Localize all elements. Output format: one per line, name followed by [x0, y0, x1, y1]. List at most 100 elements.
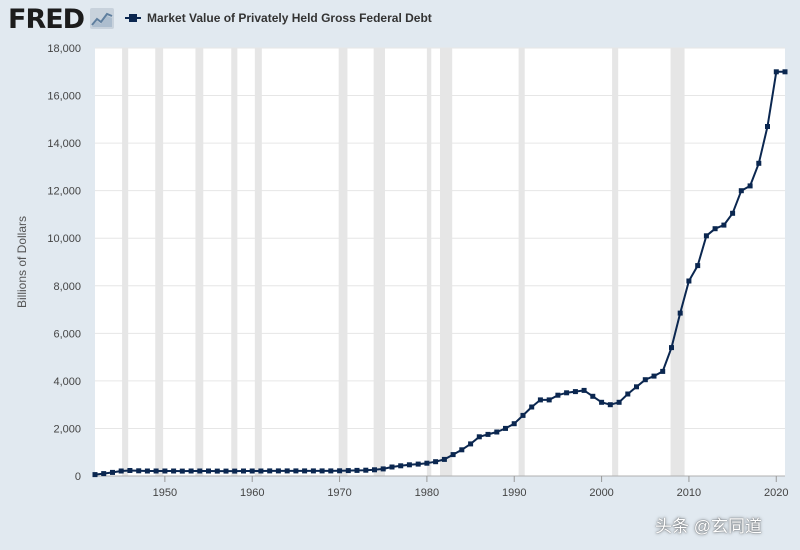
data-point[interactable] [703, 233, 709, 239]
data-point[interactable] [284, 468, 290, 474]
data-point[interactable] [677, 310, 683, 316]
data-point[interactable] [599, 399, 605, 405]
data-point[interactable] [310, 468, 316, 474]
y-axis-ticks: 0 2,000 4,000 6,000 8,000 10,000 12,000 14,000 1… [47, 43, 81, 483]
fred-logo[interactable]: FRED [8, 4, 85, 35]
data-point[interactable] [363, 467, 369, 473]
data-point[interactable] [450, 452, 456, 458]
data-point[interactable] [581, 387, 587, 393]
data-point[interactable] [241, 468, 246, 474]
data-point[interactable] [293, 468, 299, 474]
data-point[interactable] [354, 467, 360, 473]
data-point[interactable] [345, 468, 351, 474]
data-point[interactable] [468, 441, 474, 447]
data-point[interactable] [433, 459, 439, 465]
recession-band [612, 48, 619, 476]
data-point[interactable] [275, 468, 281, 474]
data-point[interactable] [415, 461, 421, 467]
data-point[interactable] [258, 468, 264, 474]
data-point[interactable] [110, 469, 115, 475]
legend-series-label: Market Value of Privately Held Gross Fed… [147, 11, 432, 25]
data-point[interactable] [660, 368, 666, 374]
data-point[interactable] [118, 468, 124, 474]
data-point[interactable] [695, 263, 701, 269]
x-axis-ticks: 1950 1960 1970 1980 1990 2000 2010 2020 [153, 476, 789, 499]
data-point[interactable] [756, 160, 762, 166]
data-point[interactable] [782, 69, 788, 75]
data-point[interactable] [319, 468, 325, 474]
data-point[interactable] [223, 468, 229, 474]
data-point[interactable] [424, 460, 430, 466]
data-point[interactable] [555, 392, 561, 398]
data-point[interactable] [607, 402, 613, 408]
data-point[interactable] [721, 222, 727, 228]
data-point[interactable] [730, 210, 736, 216]
data-point[interactable] [476, 434, 482, 440]
x-tick-label: 1950 [153, 487, 177, 499]
data-point[interactable] [328, 468, 334, 474]
data-point[interactable] [459, 447, 465, 453]
data-point[interactable] [188, 468, 194, 474]
data-point[interactable] [511, 421, 517, 427]
chart-legend[interactable]: Market Value of Privately Held Gross Fed… [125, 11, 432, 25]
recession-band [518, 48, 525, 476]
y-tick-label: 12,000 [47, 186, 81, 198]
data-point[interactable] [590, 393, 596, 399]
recession-band [440, 48, 453, 476]
data-point[interactable] [337, 468, 343, 474]
data-point[interactable] [651, 373, 657, 379]
legend-series-marker-icon [125, 13, 141, 23]
data-point[interactable] [136, 468, 142, 474]
data-point[interactable] [712, 226, 718, 232]
data-point[interactable] [765, 124, 770, 129]
data-point[interactable] [485, 431, 491, 437]
data-point[interactable] [738, 188, 744, 194]
data-point[interactable] [171, 468, 177, 474]
data-point[interactable] [197, 468, 203, 474]
data-point[interactable] [101, 471, 107, 477]
data-point[interactable] [249, 468, 255, 474]
data-point[interactable] [773, 69, 779, 75]
data-point[interactable] [441, 456, 447, 462]
data-point[interactable] [380, 466, 386, 472]
data-point[interactable] [92, 472, 98, 478]
data-point[interactable] [616, 399, 622, 405]
data-point[interactable] [144, 468, 150, 474]
data-point[interactable] [153, 468, 159, 474]
data-point[interactable] [179, 468, 185, 474]
data-point[interactable] [529, 404, 535, 410]
y-tick-label: 4,000 [53, 376, 81, 388]
data-point[interactable] [564, 390, 570, 396]
recession-band [231, 48, 238, 476]
data-point[interactable] [747, 183, 753, 189]
data-point[interactable] [206, 468, 211, 474]
data-point[interactable] [494, 429, 500, 435]
data-point[interactable] [642, 377, 648, 383]
data-point[interactable] [537, 397, 543, 403]
data-point[interactable] [372, 467, 377, 473]
data-point[interactable] [546, 397, 552, 403]
data-point[interactable] [406, 462, 412, 468]
data-point[interactable] [625, 391, 631, 397]
data-point[interactable] [214, 468, 220, 474]
recession-band [254, 48, 262, 476]
data-point[interactable] [686, 278, 692, 284]
data-point[interactable] [127, 468, 133, 473]
recession-band [670, 48, 685, 476]
data-point[interactable] [503, 425, 508, 431]
y-tick-label: 14,000 [47, 138, 81, 150]
recession-band [195, 48, 204, 476]
data-point[interactable] [634, 384, 639, 390]
data-point[interactable] [232, 468, 238, 474]
x-tick-label: 2000 [589, 487, 613, 499]
data-point[interactable] [302, 468, 308, 474]
data-point[interactable] [389, 464, 395, 470]
data-point[interactable] [669, 345, 674, 351]
x-tick-label: 2010 [677, 487, 701, 499]
data-point[interactable] [572, 389, 578, 395]
data-point[interactable] [398, 463, 404, 469]
data-point[interactable] [520, 412, 526, 418]
data-point[interactable] [162, 468, 168, 474]
data-point[interactable] [267, 468, 273, 474]
